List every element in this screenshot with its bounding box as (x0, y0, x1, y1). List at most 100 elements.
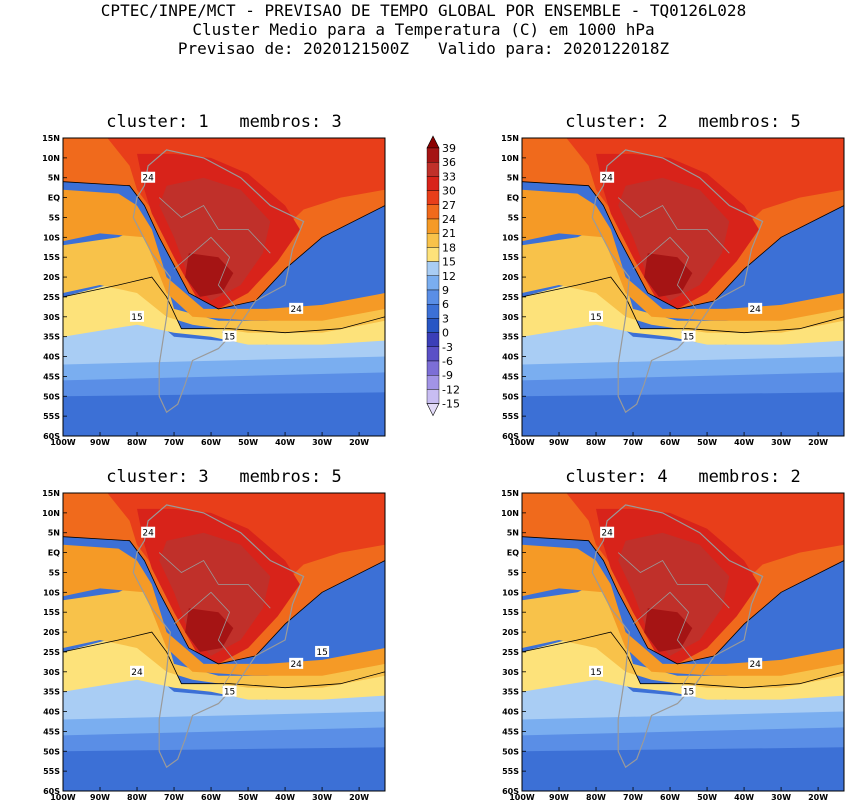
colorbar-top-arrow (426, 135, 440, 149)
temperature-band-band-9 (63, 344, 385, 381)
colorbar-label: -3 (442, 341, 453, 354)
lat-label: 30S (43, 313, 60, 322)
temperature-band-band-18 (522, 580, 844, 688)
figure-title-line-3: Previsao de: 2020121500Z Valido para: 20… (177, 39, 670, 58)
colorbar-segment (426, 161, 440, 177)
lon-label: 100W (50, 793, 76, 802)
lat-label: 5S (508, 568, 520, 577)
contour-24 (63, 536, 385, 665)
lon-label: 20W (808, 438, 828, 447)
colorbar-segment (426, 375, 440, 390)
lon-label: 90W (549, 793, 569, 802)
contour-15 (63, 631, 385, 689)
continent-outline (591, 149, 764, 414)
contour-24 (522, 536, 844, 665)
colorbar-segment (426, 247, 440, 262)
continent-outline (132, 149, 305, 414)
lat-label: 55S (502, 767, 519, 776)
colorbar-label: 21 (442, 227, 456, 240)
lat-label: 10N (501, 154, 519, 163)
lon-label: 30W (771, 793, 791, 802)
colorbar-label: 6 (442, 298, 449, 311)
contour-label: 24 (131, 668, 143, 678)
contour-label-box (289, 657, 304, 669)
lat-label: 15N (501, 134, 519, 143)
colorbar-segment (426, 304, 440, 319)
contour-label: 15 (683, 333, 694, 343)
map-frame (521, 492, 845, 792)
contour-label: 24 (749, 305, 761, 315)
contour-label: 15 (131, 313, 142, 323)
map-frame (521, 137, 845, 437)
lat-label: 30S (43, 668, 60, 677)
contour-label: 15 (224, 333, 235, 343)
contour-label: 15 (316, 648, 327, 658)
lat-label: 60S (43, 432, 60, 441)
lat-label: 15S (43, 253, 60, 262)
lon-label: 30W (771, 438, 791, 447)
colorbar-segment (426, 346, 440, 362)
lat-label: 40S (43, 708, 60, 717)
lon-label: 70W (623, 438, 643, 447)
lat-label: 15S (502, 608, 519, 617)
figure-title-line-2: Cluster Medio para a Temperatura (C) em … (192, 20, 655, 39)
lat-label: 45S (43, 372, 60, 381)
colorbar-segment (426, 318, 440, 333)
lon-label: 80W (127, 793, 147, 802)
panel-3-title: cluster: 3 membros: 5 (106, 467, 342, 487)
lon-label: 100W (509, 793, 535, 802)
map-panel-2: 15N 10N 5N EQ 5S 10S 15S 20S 25S 30S 35S 40S 45S 50S 5… (501, 134, 845, 447)
temperature-band-band-9 (522, 699, 844, 736)
figure-title-line-1: CPTEC/INPE/MCT - PREVISAO DE TEMPO GLOBA… (100, 1, 747, 20)
contour-label: 24 (749, 660, 761, 670)
contour-label-box (222, 330, 237, 342)
contour-15 (522, 276, 844, 334)
lon-label: 100W (50, 438, 76, 447)
lat-label: 10S (502, 233, 519, 242)
lon-label: 20W (349, 438, 369, 447)
lat-label: 50S (502, 392, 519, 401)
country-borders (632, 236, 697, 333)
lat-label: 20S (502, 273, 519, 282)
contour-label-box (222, 685, 237, 697)
lon-label: 80W (586, 438, 606, 447)
contour-label-box (589, 310, 604, 322)
colorbar-segment (426, 176, 440, 191)
lat-label: 20S (502, 628, 519, 637)
colorbar-segment (426, 360, 440, 376)
lon-label: 60W (660, 793, 680, 802)
state-borders (617, 197, 730, 254)
contour-15 (522, 631, 844, 689)
colorbar-segment (426, 232, 440, 248)
colorbar-label: 36 (442, 156, 456, 169)
lat-label: 15N (42, 134, 60, 143)
lon-label: 80W (127, 438, 147, 447)
lat-label: 35S (502, 688, 519, 697)
country-borders (173, 236, 238, 333)
lat-label: EQ (48, 194, 60, 203)
colorbar-segment (426, 190, 440, 206)
lat-label: 15N (42, 489, 60, 498)
lat-label: 50S (43, 392, 60, 401)
colorbar-label: -6 (442, 355, 453, 368)
colorbar-segment (426, 275, 440, 291)
country-borders (632, 591, 697, 688)
contour-label-box (130, 310, 145, 322)
contour-label: 24 (290, 660, 302, 670)
colorbar-segment (426, 218, 440, 234)
lat-label: 25S (43, 293, 60, 302)
lat-label: EQ (507, 194, 519, 203)
contour-label: 15 (224, 688, 235, 698)
contour-label-box (681, 685, 696, 697)
colorbar-label: -12 (442, 383, 460, 396)
lon-label: 40W (275, 793, 295, 802)
lon-label: 30W (312, 793, 332, 802)
lat-label: 40S (43, 353, 60, 362)
temperature-band-band-18 (63, 225, 385, 333)
lon-label: 70W (164, 438, 184, 447)
state-borders (158, 197, 271, 254)
contour-24 (522, 181, 844, 310)
lat-label: 15S (502, 253, 519, 262)
